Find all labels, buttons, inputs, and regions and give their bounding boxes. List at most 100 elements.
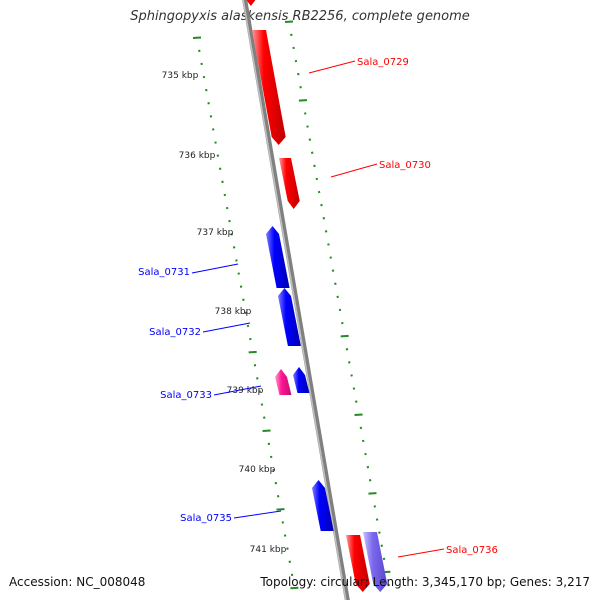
- tick-mark: [253, 364, 257, 367]
- gene-label[interactable]: Sala_0729: [357, 57, 409, 68]
- tick-mark: [350, 374, 353, 377]
- tick-mark: [364, 452, 367, 456]
- tick-mark: [290, 33, 293, 37]
- tick-mark: [361, 439, 365, 443]
- tick-mark: [306, 125, 309, 128]
- tick-mark: [331, 269, 335, 272]
- tick-mark: [327, 243, 330, 246]
- tick-mark: [380, 544, 383, 547]
- gene-label[interactable]: Sala_0732: [149, 327, 201, 338]
- tick-mark: [207, 102, 210, 105]
- tick-mark: [310, 151, 314, 154]
- tick-mark: [334, 282, 337, 285]
- tick-mark: [368, 492, 377, 495]
- tick-mark: [276, 508, 285, 511]
- gene-arrow[interactable]: [312, 480, 334, 531]
- label-leader-line: [202, 322, 251, 333]
- gene-label[interactable]: Sala_0736: [446, 545, 498, 556]
- inner-tick-marks: [192, 36, 299, 590]
- tick-mark: [276, 495, 280, 498]
- tick-mark: [373, 505, 377, 508]
- label-leader-line: [308, 60, 356, 74]
- gene-label[interactable]: Sala_0730: [379, 160, 431, 171]
- tick-mark: [320, 203, 323, 207]
- gene-arrow[interactable]: [266, 226, 290, 288]
- tick-mark: [345, 348, 349, 351]
- gene-label-leaders: [191, 60, 445, 558]
- tick-mark: [298, 99, 307, 102]
- tick-mark: [223, 193, 227, 197]
- tick-mark: [297, 72, 300, 76]
- tick-mark: [262, 416, 266, 419]
- tick-mark: [249, 337, 252, 341]
- tick-mark: [221, 180, 224, 184]
- tick-mark: [260, 403, 264, 406]
- tick-mark: [242, 298, 245, 301]
- kbp-label: 736 kbp: [179, 151, 216, 161]
- gene-label[interactable]: Sala_0733: [160, 390, 212, 401]
- gene-arrow[interactable]: [243, 0, 257, 6]
- kbp-label: 739 kbp: [227, 386, 264, 396]
- tick-mark: [303, 112, 307, 115]
- gene-features: [243, 0, 388, 592]
- kbp-label: 741 kbp: [250, 545, 287, 555]
- tick-mark: [211, 128, 215, 131]
- gene-arrow[interactable]: [275, 369, 292, 395]
- tick-mark: [218, 167, 222, 170]
- tick-mark: [235, 259, 238, 262]
- map-title: Sphingopyxis alaskensis RB2256, complete…: [130, 9, 470, 24]
- tick-mark: [284, 20, 294, 23]
- gene-arrow[interactable]: [363, 532, 388, 592]
- kbp-label: 738 kbp: [215, 307, 252, 317]
- tick-mark: [366, 465, 370, 469]
- label-leader-line: [213, 385, 262, 396]
- kbp-label: 735 kbp: [162, 71, 199, 81]
- tick-mark: [269, 455, 273, 459]
- genome-backbone: [242, 0, 350, 600]
- tick-mark: [317, 190, 321, 194]
- tick-mark: [322, 217, 326, 220]
- gene-label[interactable]: Sala_0731: [138, 267, 190, 278]
- tick-mark: [274, 481, 278, 485]
- tick-mark: [348, 361, 351, 364]
- tick-mark: [341, 321, 344, 325]
- accession-text: Accession: NC_008048: [9, 575, 146, 589]
- kbp-label: 737 kbp: [197, 228, 234, 238]
- tick-mark: [202, 75, 206, 79]
- tick-mark: [354, 413, 363, 416]
- gene-arrow[interactable]: [346, 535, 370, 592]
- tick-mark: [378, 531, 381, 534]
- tick-mark: [228, 219, 231, 223]
- tick-mark: [209, 115, 213, 118]
- gene-arrow[interactable]: [293, 367, 310, 393]
- genome-summary-text: Topology: circular; Length: 3,345,170 bp…: [260, 575, 590, 589]
- tick-mark: [299, 86, 302, 89]
- kbp-scale-labels: 735 kbp 736 kbp 737 kbp 738 kbp 739 kbp 740 k…: [162, 71, 287, 555]
- gene-arrow[interactable]: [278, 288, 301, 346]
- tick-mark: [308, 138, 312, 141]
- tick-mark: [198, 49, 201, 53]
- tick-mark: [246, 324, 250, 328]
- label-leader-line: [191, 263, 239, 274]
- gene-label[interactable]: Sala_0735: [180, 513, 232, 524]
- kbp-label: 740 kbp: [239, 465, 276, 475]
- tick-mark: [232, 246, 236, 249]
- tick-mark: [256, 377, 259, 380]
- tick-mark: [244, 311, 247, 315]
- tick-mark: [294, 59, 298, 63]
- label-leader-line: [233, 510, 282, 519]
- tick-mark: [382, 557, 386, 561]
- tick-mark: [290, 586, 299, 590]
- gene-arrow[interactable]: [252, 30, 286, 145]
- tick-mark: [313, 164, 316, 168]
- tick-mark: [352, 387, 356, 390]
- tick-mark: [205, 88, 208, 92]
- tick-mark: [387, 583, 390, 587]
- tick-mark: [336, 295, 339, 299]
- tick-mark: [338, 308, 342, 312]
- tick-mark: [237, 272, 240, 275]
- gene-arrow[interactable]: [279, 158, 300, 209]
- tick-mark: [354, 400, 358, 403]
- tick-mark: [192, 36, 202, 39]
